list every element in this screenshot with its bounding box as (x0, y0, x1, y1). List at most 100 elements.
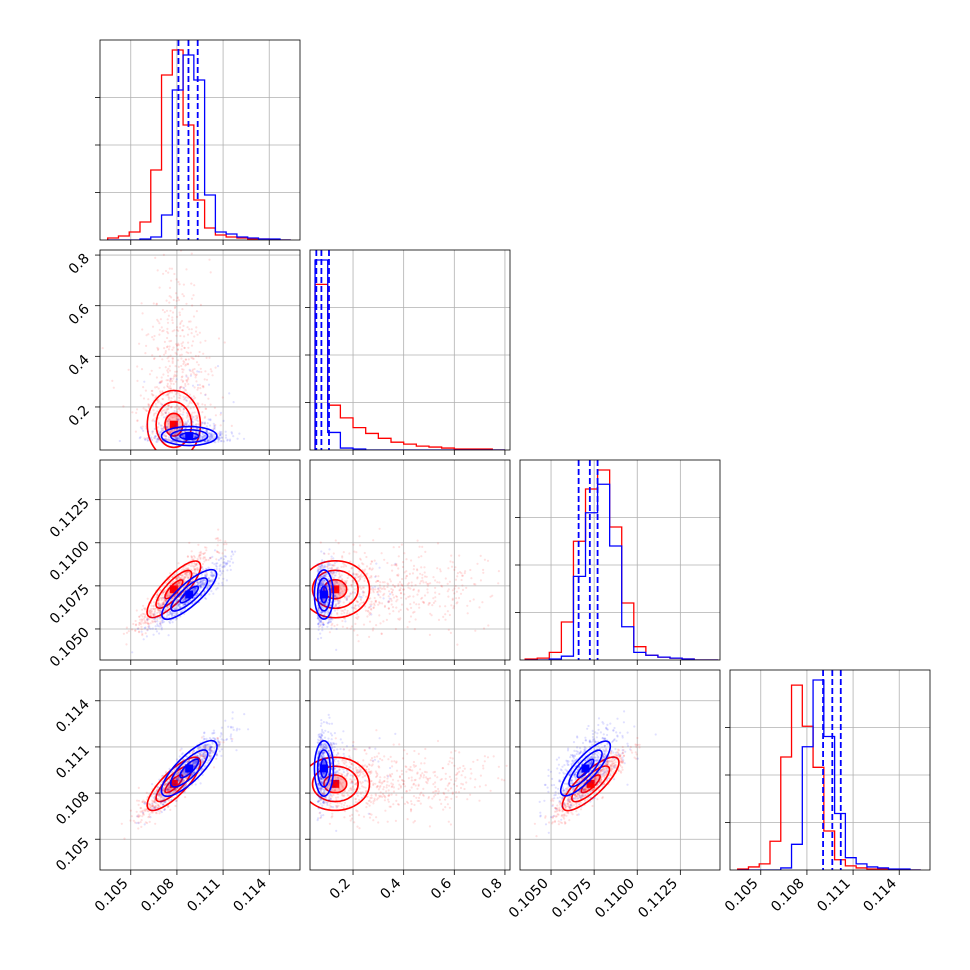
scatter-point (153, 611, 156, 614)
scatter-point (175, 602, 178, 605)
scatter-point (162, 600, 165, 603)
scatter-point (326, 625, 329, 628)
scatter-point (453, 592, 456, 595)
scatter-point (168, 799, 171, 802)
scatter-point (160, 326, 163, 329)
scatter-point (335, 560, 338, 563)
scatter-point (174, 780, 177, 783)
scatter-point (155, 376, 158, 379)
scatter-point (146, 430, 150, 433)
scatter-point (378, 589, 381, 592)
scatter-point (137, 786, 140, 790)
scatter-point (187, 587, 190, 590)
scatter-point (185, 396, 188, 399)
scatter-point (354, 604, 357, 607)
scatter-point (423, 575, 427, 578)
scatter-point (193, 284, 196, 287)
scatter-point (357, 576, 360, 579)
scatter-point (167, 789, 170, 792)
scatter-point (320, 550, 323, 553)
scatter-point (330, 624, 333, 627)
scatter-point (145, 344, 148, 347)
scatter-point (166, 414, 169, 417)
scatter-point (146, 430, 149, 433)
scatter-point (379, 590, 382, 593)
scatter-point (189, 422, 192, 425)
scatter-point (205, 567, 208, 570)
scatter-point (137, 631, 141, 634)
scatter-point (174, 612, 177, 615)
scatter-point (242, 437, 246, 440)
scatter-point (177, 396, 180, 399)
scatter-point (177, 776, 180, 779)
scatter-point (177, 392, 181, 395)
scatter-point (397, 555, 400, 558)
scatter-point (320, 621, 323, 624)
scatter-point (167, 786, 171, 789)
scatter-point (202, 352, 205, 355)
scatter-point (222, 561, 225, 564)
scatter-point (146, 438, 149, 441)
scatter-point (349, 560, 352, 563)
scatter-point (140, 628, 143, 631)
scatter-point (150, 393, 153, 396)
scatter-point (181, 329, 184, 332)
scatter-point (139, 821, 142, 824)
scatter-point (447, 595, 450, 598)
scatter-point (389, 580, 392, 583)
scatter-point (177, 770, 180, 773)
scatter-point (150, 607, 153, 610)
scatter-point (157, 804, 160, 807)
scatter-point (173, 789, 176, 792)
scatter-point (359, 573, 362, 577)
scatter-point (208, 748, 211, 751)
scatter-point (193, 762, 196, 765)
scatter-point (171, 330, 174, 333)
scatter-point (329, 563, 332, 566)
scatter-point (179, 595, 182, 598)
y-tick-label: 0.6 (66, 301, 93, 328)
scatter-point (136, 799, 139, 802)
y-tick-label: 0.8 (66, 251, 93, 278)
scatter-point (166, 408, 169, 411)
scatter-point (147, 398, 150, 401)
scatter-point (167, 393, 170, 396)
scatter-point (162, 329, 165, 332)
scatter-point (380, 632, 383, 636)
scatter-point (216, 562, 219, 565)
scatter-point (162, 602, 165, 605)
scatter-point (373, 604, 376, 607)
scatter-point (181, 434, 184, 437)
scatter-point (196, 333, 199, 336)
scatter-point (221, 565, 224, 569)
scatter-point (166, 594, 169, 597)
scatter-point (161, 621, 164, 624)
scatter-point (167, 374, 170, 377)
scatter-point (474, 583, 477, 586)
scatter-point (190, 773, 194, 776)
scatter-point (377, 594, 380, 597)
scatter-point (182, 407, 186, 410)
scatter-point (203, 560, 206, 563)
scatter-point (172, 574, 175, 577)
scatter-point (350, 598, 353, 601)
scatter-point (368, 620, 372, 623)
scatter-point (180, 357, 183, 360)
scatter-point (320, 603, 323, 606)
scatter-point (343, 580, 346, 583)
scatter-point (367, 610, 370, 613)
scatter-point (176, 599, 179, 602)
scatter-point (131, 411, 134, 414)
scatter-point (202, 578, 205, 581)
scatter-point (161, 427, 164, 430)
scatter-point (355, 600, 358, 603)
scatter-point (342, 601, 345, 604)
scatter-point (394, 563, 397, 567)
scatter-point (180, 378, 183, 381)
scatter-point (190, 562, 193, 565)
scatter-point (191, 564, 194, 567)
scatter-point (159, 798, 162, 802)
scatter-point (218, 750, 221, 753)
scatter-point (190, 774, 193, 777)
scatter-point (190, 252, 193, 255)
